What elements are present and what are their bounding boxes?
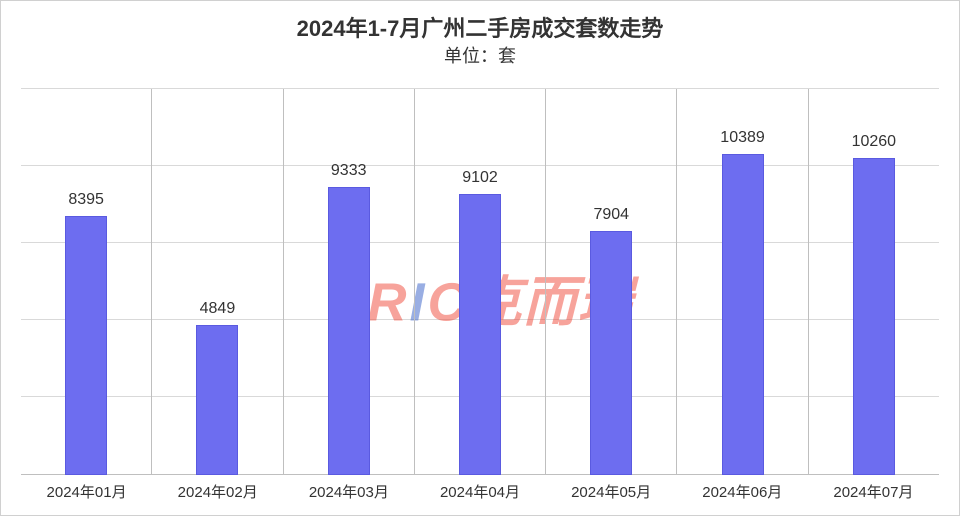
x-axis-label: 2024年07月 [808, 475, 939, 505]
x-axis-label: 2024年04月 [414, 475, 545, 505]
bar-cell: 4849 [152, 89, 283, 475]
bar: 10389 [722, 154, 764, 475]
bar: 8395 [65, 216, 107, 475]
bar-value-label: 8395 [68, 191, 104, 209]
x-axis-labels: 2024年01月2024年02月2024年03月2024年04月2024年05月… [21, 475, 939, 505]
chart-title: 2024年1-7月广州二手房成交套数走势 [21, 15, 939, 44]
bar: 9102 [459, 194, 501, 475]
bar-cell: 10389 [677, 89, 808, 475]
bar-cell: 8395 [21, 89, 152, 475]
bar: 4849 [196, 325, 238, 475]
bar-cell: 9333 [284, 89, 415, 475]
bar-cell: 10260 [809, 89, 939, 475]
bar-value-label: 10389 [720, 129, 765, 147]
plot-area: CRIC克而瑞 839548499333910279041038910260 2… [21, 89, 939, 505]
bar-value-label: 9333 [331, 162, 367, 180]
chart-subtitle: 单位：套 [21, 46, 939, 68]
x-axis-label: 2024年01月 [21, 475, 152, 505]
bar: 9333 [328, 187, 370, 475]
bars-group: 8395 4849 9333 9102 7904 10389 10260 [21, 89, 939, 475]
bar: 10260 [853, 158, 895, 475]
x-axis-label: 2024年03月 [283, 475, 414, 505]
bar-value-label: 10260 [852, 133, 897, 151]
chart-container: 2024年1-7月广州二手房成交套数走势 单位：套 CRIC克而瑞 839548… [1, 1, 959, 515]
bar-value-label: 4849 [200, 300, 236, 318]
bar-value-label: 9102 [462, 169, 498, 187]
x-axis-label: 2024年02月 [152, 475, 283, 505]
x-axis-label: 2024年05月 [546, 475, 677, 505]
x-axis-label: 2024年06月 [677, 475, 808, 505]
bar-cell: 7904 [546, 89, 677, 475]
bar-value-label: 7904 [593, 206, 629, 224]
bar: 7904 [590, 231, 632, 475]
bar-cell: 9102 [415, 89, 546, 475]
